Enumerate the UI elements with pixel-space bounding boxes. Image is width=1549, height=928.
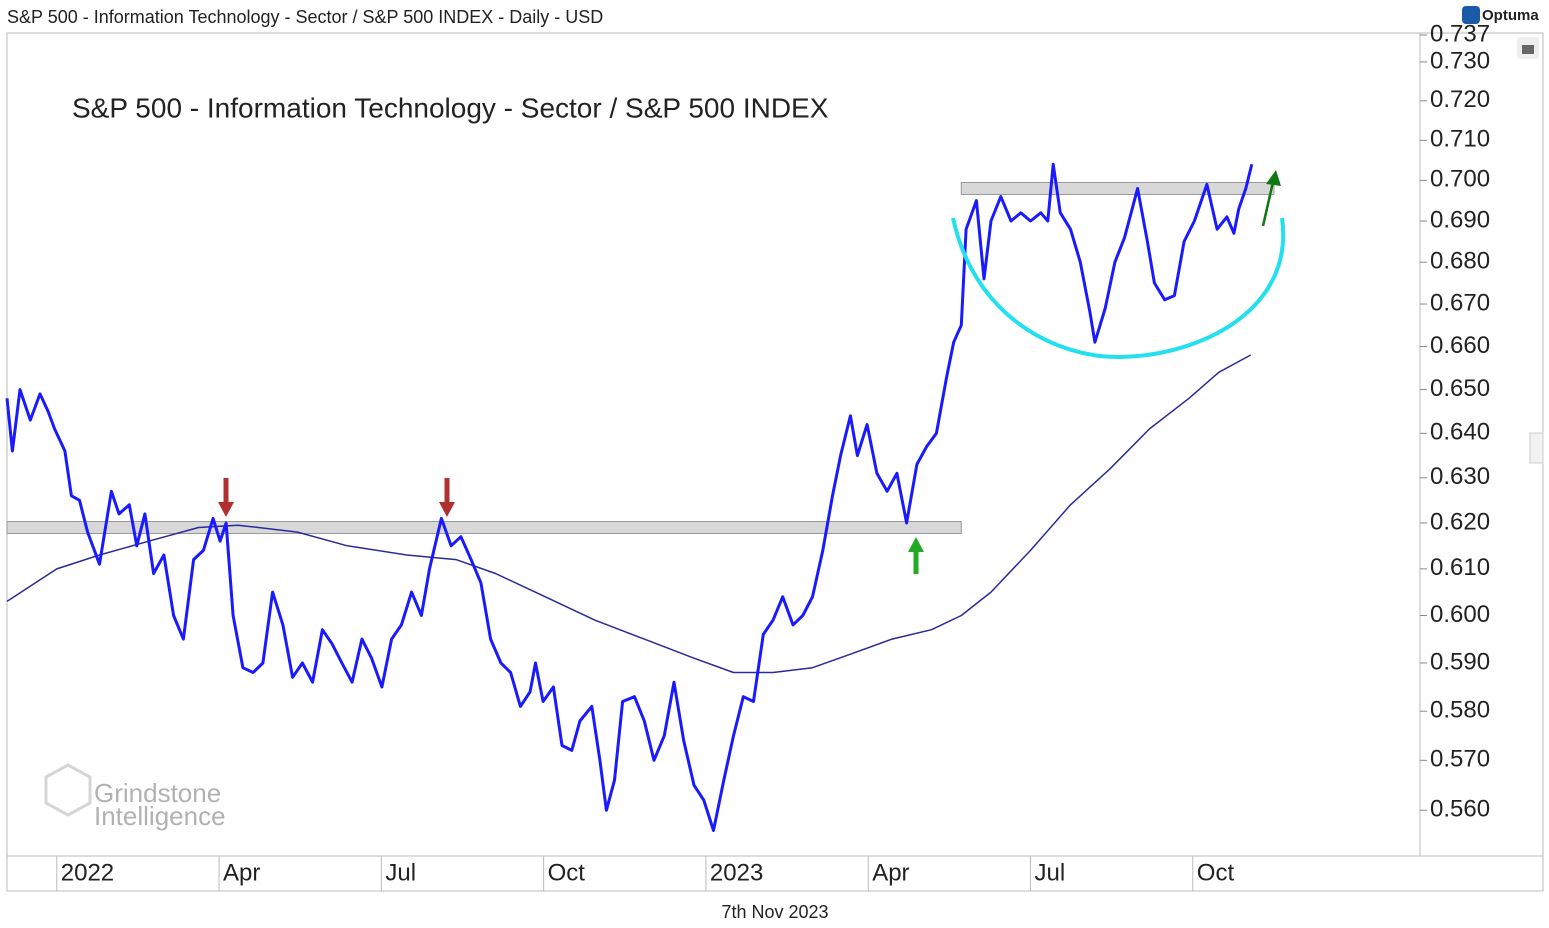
y-tick-label: 0.650 [1430,375,1490,402]
logo: Optuma [1482,7,1539,24]
x-tick-label: Apr [872,859,909,886]
resistance-band [960,181,1275,195]
x-tick-label: 2022 [61,859,114,886]
y-tick-label: 0.640 [1430,419,1490,446]
x-tick-label: Jul [1035,859,1066,886]
x-tick-label: 2023 [710,859,763,886]
y-tick-label: 0.560 [1430,796,1490,823]
watermark-line: Intelligence [94,801,226,831]
x-tick-label: Oct [1197,859,1235,886]
lock-icon [1522,45,1534,54]
cup-arc [951,217,1286,360]
watermark-line: Grindstone [94,778,221,808]
footer-date: 7th Nov 2023 [721,902,828,922]
down-arrow [218,502,234,517]
logo-icon [1462,6,1480,24]
y-tick-label: 0.580 [1430,697,1490,724]
y-tick-label: 0.720 [1430,86,1490,113]
up-arrow [908,537,924,552]
up-arrow [1261,181,1275,227]
frame [6,32,1544,892]
y-tick-label: 0.660 [1430,332,1490,359]
y-tick-label: 0.730 [1430,47,1490,74]
resistance-band [6,521,962,535]
plot: 0.560 0.570 0.580 0.590 0.600 0.610 0.620 0.630… [5,20,1490,891]
x-tick-label: Oct [548,859,586,886]
y-tick-label: 0.620 [1430,508,1490,535]
watermark-icon [44,763,92,817]
side-toggle[interactable] [1529,432,1544,464]
y-tick-label: 0.670 [1430,289,1490,316]
y-tick-label: 0.710 [1430,126,1490,153]
x-tick-label: Apr [223,859,260,886]
down-arrow [439,502,455,517]
chart-title: S&P 500 - Information Technology - Secto… [72,92,829,123]
header: S&P 500 - Information Technology - Secto… [7,7,603,27]
y-tick-label: 0.737 [1430,20,1490,47]
y-tick-label: 0.630 [1430,463,1490,490]
y-tick-label: 0.700 [1430,166,1490,193]
y-tick-label: 0.570 [1430,746,1490,773]
series-line [5,162,1254,832]
y-tick-label: 0.690 [1430,206,1490,233]
y-tick-label: 0.600 [1430,601,1490,628]
y-tick-label: 0.590 [1430,648,1490,675]
up-arrow [1266,170,1281,186]
y-tick-label: 0.610 [1430,554,1490,581]
watermark: Grindstone Intelligence [44,763,226,831]
x-tick-label: Jul [385,859,416,886]
arrows [218,170,1281,574]
series-line [6,354,1252,674]
y-tick-label: 0.680 [1430,248,1490,275]
